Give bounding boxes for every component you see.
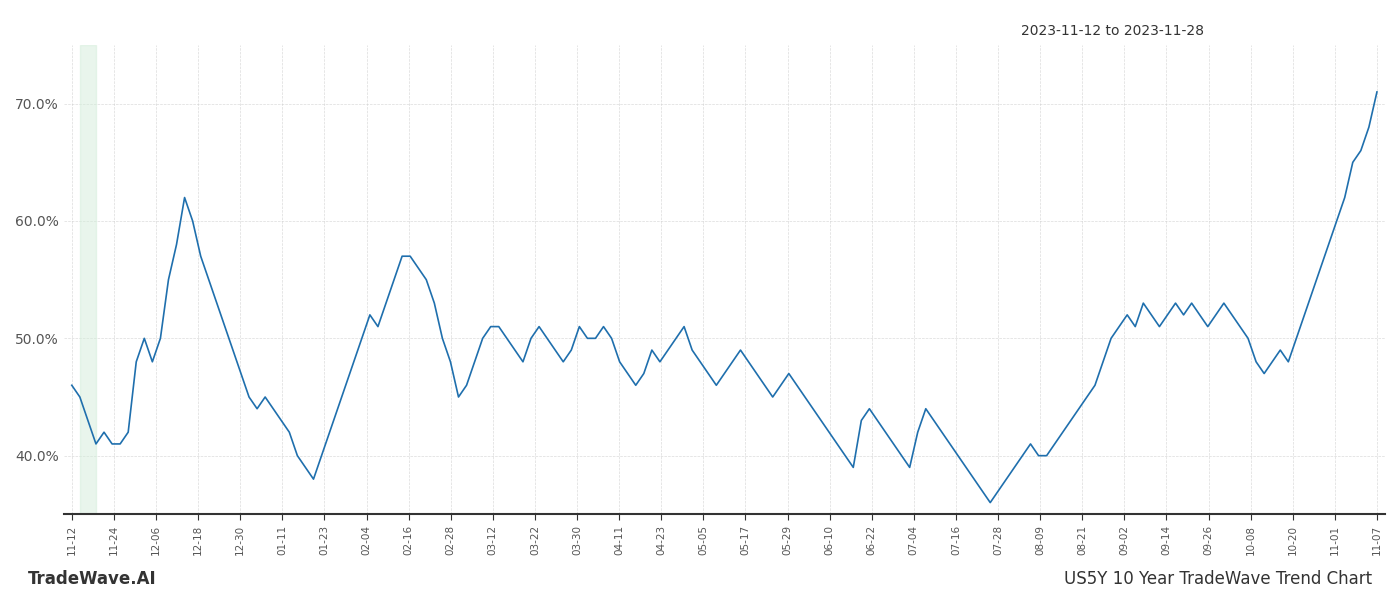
Bar (80, 45, 97, 514)
Text: TradeWave.AI: TradeWave.AI (28, 570, 157, 588)
Text: US5Y 10 Year TradeWave Trend Chart: US5Y 10 Year TradeWave Trend Chart (1064, 570, 1372, 588)
Text: 2023-11-12 to 2023-11-28: 2023-11-12 to 2023-11-28 (1021, 24, 1204, 38)
